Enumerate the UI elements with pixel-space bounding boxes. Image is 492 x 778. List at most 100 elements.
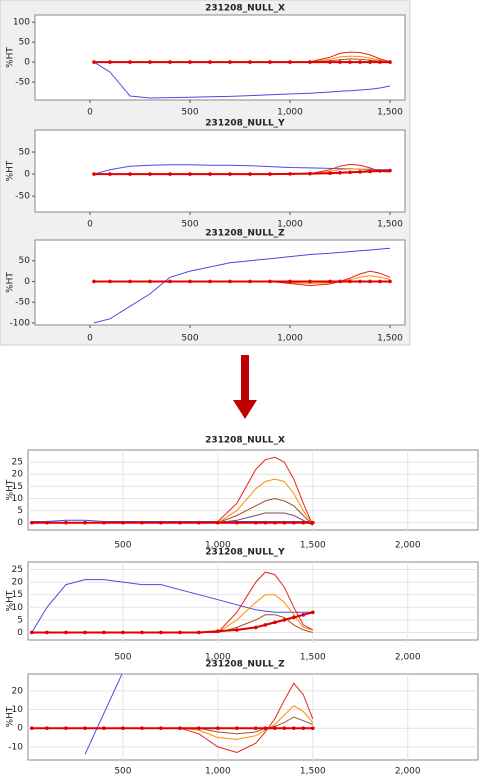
- series-line: [93, 247, 391, 324]
- marker: [292, 615, 296, 620]
- marker: [159, 520, 163, 525]
- marker: [148, 60, 152, 64]
- plot-area: [34, 129, 406, 213]
- y-axis-label: %HT: [6, 706, 16, 727]
- x-tick-label: 500: [181, 220, 198, 230]
- marker: [140, 520, 144, 525]
- y-tick-label: 20: [12, 686, 24, 696]
- y-axis-label: %HT: [6, 160, 16, 181]
- marker: [235, 628, 239, 632]
- x-tick-label: 1,000: [277, 220, 303, 230]
- y-tick-label: 0: [17, 518, 23, 528]
- marker: [188, 279, 192, 284]
- y-tick-label: -50: [15, 298, 30, 308]
- y-tick-label: 0: [24, 58, 30, 68]
- marker: [328, 171, 332, 176]
- marker: [178, 630, 182, 635]
- marker: [328, 60, 332, 64]
- marker: [159, 630, 163, 635]
- plot-content: [29, 571, 315, 635]
- marker: [311, 520, 315, 525]
- marker: [292, 726, 296, 731]
- marker: [92, 60, 96, 64]
- marker: [128, 60, 132, 64]
- y-tick-label: 50: [19, 148, 31, 158]
- y-tick-label: 0: [17, 724, 23, 734]
- marker: [358, 60, 362, 64]
- marker: [168, 172, 172, 176]
- y-tick-label: 25: [12, 565, 23, 575]
- marker: [368, 60, 372, 64]
- y-axis-label: %HT: [6, 479, 16, 500]
- y-tick-label: -100: [10, 318, 31, 328]
- marker: [378, 279, 382, 284]
- chart-title: 231208_NULL_Y: [205, 119, 285, 129]
- marker: [282, 520, 287, 525]
- marker: [248, 172, 252, 176]
- marker: [273, 520, 277, 525]
- y-tick-label: 15: [12, 482, 23, 492]
- marker: [268, 60, 272, 64]
- marker: [282, 618, 287, 622]
- y-axis-label: %HT: [6, 47, 16, 68]
- marker: [29, 630, 34, 635]
- x-tick-label: 500: [114, 767, 131, 777]
- x-tick-label: 0: [87, 334, 93, 344]
- marker: [273, 620, 277, 625]
- marker: [128, 172, 132, 176]
- marker: [45, 726, 49, 731]
- marker: [338, 279, 342, 284]
- marker: [263, 520, 268, 525]
- y-tick-label: 5: [17, 615, 23, 625]
- marker: [358, 279, 362, 284]
- marker: [288, 172, 292, 176]
- x-tick-label: 2,000: [395, 767, 421, 777]
- x-tick-label: 1,500: [377, 108, 403, 118]
- marker: [263, 623, 268, 627]
- marker: [64, 520, 68, 525]
- marker: [108, 172, 112, 176]
- marker: [263, 726, 268, 731]
- y-tick-label: -50: [15, 78, 30, 88]
- marker: [228, 60, 232, 64]
- marker: [216, 520, 220, 525]
- marker: [188, 172, 192, 176]
- y-tick-label: 25: [12, 458, 23, 468]
- marker: [378, 169, 382, 173]
- marker: [108, 60, 112, 64]
- marker: [311, 726, 315, 731]
- x-tick-label: 0: [87, 108, 93, 118]
- marker: [248, 60, 252, 64]
- x-tick-label: 1,500: [300, 541, 326, 551]
- marker: [102, 726, 106, 731]
- series-line: [84, 674, 123, 755]
- x-tick-label: 500: [114, 541, 131, 551]
- marker: [308, 60, 312, 64]
- marker: [235, 520, 239, 525]
- y-axis-label: %HT: [6, 272, 16, 293]
- y-tick-label: 15: [12, 590, 23, 600]
- marker: [348, 170, 352, 175]
- marker: [216, 726, 220, 731]
- marker: [197, 726, 201, 731]
- marker: [121, 630, 125, 635]
- marker: [388, 60, 392, 64]
- marker: [197, 630, 201, 635]
- marker: [308, 279, 312, 284]
- chart-title: 231208_NULL_Y: [205, 548, 285, 558]
- x-tick-label: 0: [87, 220, 93, 230]
- marker: [140, 630, 144, 635]
- marker: [92, 172, 96, 176]
- marker: [368, 169, 372, 174]
- chart-title: 231208_NULL_X: [205, 4, 285, 14]
- plot-area: [27, 673, 479, 761]
- marker: [301, 613, 306, 617]
- plot-content: [29, 456, 315, 526]
- chart-title: 231208_NULL_Z: [205, 660, 285, 670]
- marker: [228, 172, 232, 176]
- marker: [45, 520, 49, 525]
- y-tick-label: 100: [13, 18, 30, 28]
- marker: [328, 279, 332, 284]
- marker: [148, 172, 152, 176]
